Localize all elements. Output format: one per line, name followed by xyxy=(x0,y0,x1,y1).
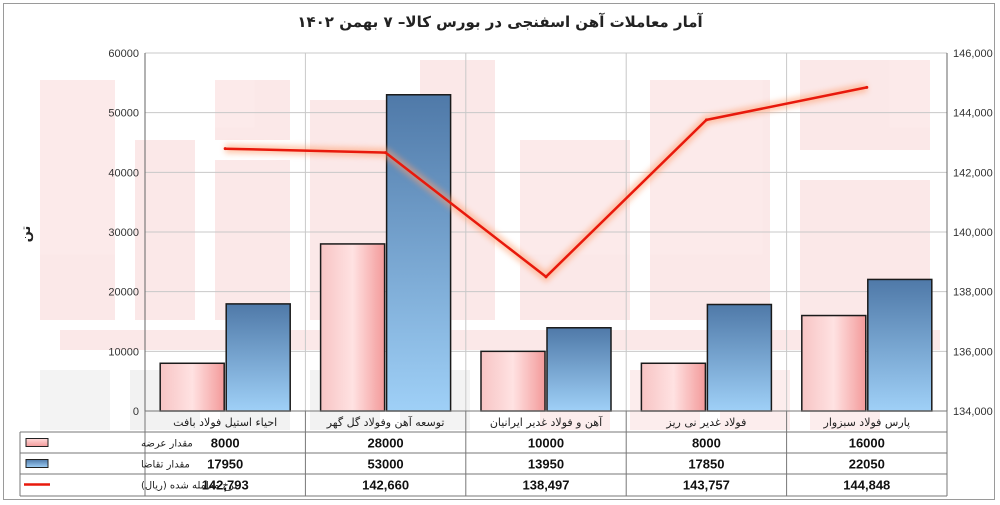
data-label: 13950 xyxy=(528,457,564,472)
x-tick-label: پارس فولاد سبزوار xyxy=(823,416,911,429)
data-label: 144,848 xyxy=(843,478,890,493)
y-tick-label: 40000 xyxy=(108,167,139,179)
data-label: 10000 xyxy=(528,436,564,451)
bar-demand xyxy=(706,303,773,412)
data-label: 8000 xyxy=(692,436,721,451)
data-label: 17850 xyxy=(688,457,724,472)
y2-tick-label: 146,000 xyxy=(953,48,993,60)
y2-axis-ticks: 134,000 136,000 138,000 140,000 142,000 144,0… xyxy=(953,48,993,418)
y2-tick-label: 138,000 xyxy=(953,287,993,299)
y-tick-label: 10000 xyxy=(108,346,139,358)
data-label: 16000 xyxy=(849,436,885,451)
legend-swatch xyxy=(25,459,49,468)
bar-supply xyxy=(640,362,707,412)
line-point xyxy=(223,147,227,151)
data-label: 8000 xyxy=(211,436,240,451)
line-point xyxy=(384,151,388,155)
legend-label: نرخ معامله شده (ریال) xyxy=(141,481,237,492)
data-label: 53000 xyxy=(368,457,404,472)
x-tick-label: فولاد غدیر نی ریز xyxy=(665,416,746,429)
bar-supply xyxy=(801,314,867,412)
bar-demand xyxy=(867,278,933,412)
y-tick-label: 0 xyxy=(133,406,139,418)
legend-swatch xyxy=(25,438,49,447)
chart-frame xyxy=(3,3,995,500)
y-tick-label: 50000 xyxy=(108,108,139,120)
bar-supply xyxy=(159,362,225,412)
data-label: 28000 xyxy=(368,436,404,451)
data-table: احیاء استیل فولاد بافت توسعه آهن وفولاد گ… xyxy=(19,410,948,497)
y-tick-label: 60000 xyxy=(108,48,139,60)
y2-tick-label: 134,000 xyxy=(953,406,993,418)
line-point xyxy=(704,118,708,122)
data-label: 142,660 xyxy=(362,478,409,493)
y2-tick-label: 144,000 xyxy=(953,108,993,120)
line-point xyxy=(544,275,548,279)
x-tick-label: توسعه آهن وفولاد گل گهر xyxy=(326,415,445,429)
legend-label: مقدار عرضه xyxy=(141,439,193,450)
y-axis-ticks: 0 10000 20000 30000 40000 50000 60000 xyxy=(108,48,139,418)
y2-tick-label: 142,000 xyxy=(953,167,993,179)
bar-supply xyxy=(480,350,546,412)
x-tick-label: احیاء استیل فولاد بافت xyxy=(173,416,277,429)
data-label: 22050 xyxy=(849,457,885,472)
y-tick-label: 30000 xyxy=(108,227,139,239)
bar-demand xyxy=(546,327,612,412)
bar-supply xyxy=(319,243,386,412)
x-tick-label: آهن و فولاد غدیر ایرانیان xyxy=(490,415,603,429)
y2-tick-label: 136,000 xyxy=(953,346,993,358)
data-label: 142,793 xyxy=(202,478,249,493)
data-label: 143,757 xyxy=(683,478,730,493)
data-label: 138,497 xyxy=(523,478,570,493)
bar-demand xyxy=(225,303,291,412)
line-point xyxy=(865,85,869,89)
legend-label: مقدار تقاضا xyxy=(141,460,190,471)
data-label: 17950 xyxy=(207,457,243,472)
y-tick-label: 20000 xyxy=(108,287,139,299)
y2-tick-label: 140,000 xyxy=(953,227,993,239)
bar-demand xyxy=(385,94,452,412)
line-series xyxy=(223,82,869,283)
chart-title: آمار معاملات آهن اسفنجی در بورس کالا– ۷ … xyxy=(297,13,703,31)
y-axis-label: تن xyxy=(19,226,34,243)
